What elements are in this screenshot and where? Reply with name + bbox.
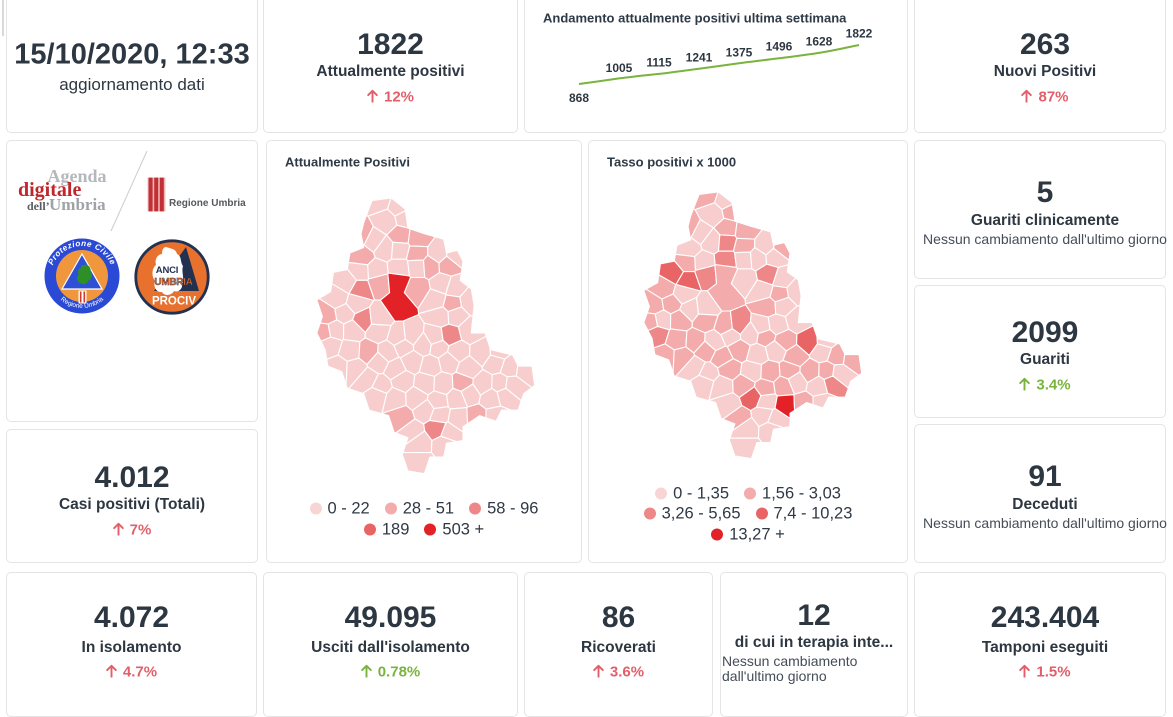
svg-text:PROCIV: PROCIV — [152, 296, 196, 308]
svg-text:1241: 1241 — [686, 51, 713, 65]
svg-text:Regione Umbria: Regione Umbria — [169, 198, 246, 209]
svg-text:1822: 1822 — [846, 27, 873, 41]
svg-text:1496: 1496 — [766, 40, 793, 54]
svg-text:Agenda: Agenda — [47, 166, 106, 186]
svg-text:1005: 1005 — [606, 61, 633, 75]
svg-text:ANCI: ANCI — [156, 265, 178, 276]
svg-text:868: 868 — [569, 91, 589, 105]
svg-text:UMBRIA: UMBRIA — [154, 277, 192, 288]
svg-text:1115: 1115 — [646, 56, 672, 70]
svg-text:dell’: dell’ — [27, 199, 50, 213]
svg-text:1628: 1628 — [806, 35, 833, 49]
svg-text:1375: 1375 — [726, 46, 753, 60]
svg-text:digitale: digitale — [18, 179, 81, 201]
svg-text:Umbria: Umbria — [49, 195, 106, 214]
